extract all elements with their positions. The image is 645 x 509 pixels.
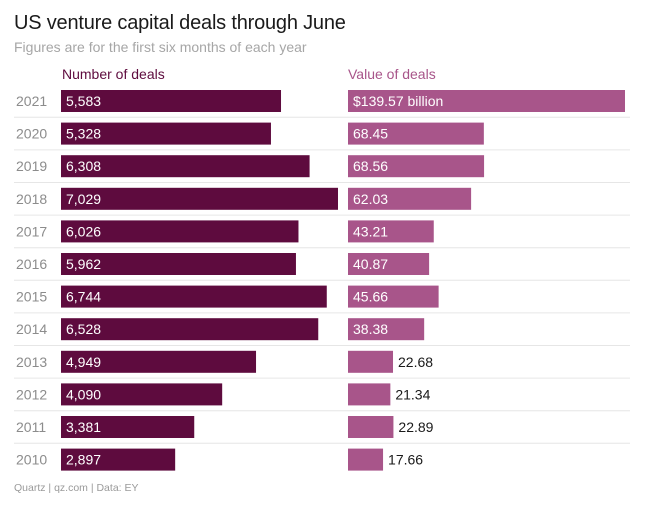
year-label: 2012 [16, 386, 47, 402]
deals-label: 6,528 [66, 321, 101, 337]
deals-label: 5,583 [66, 93, 101, 109]
value-bar [348, 187, 472, 210]
year-label: 2020 [16, 126, 47, 142]
value-label: 22.89 [398, 419, 433, 435]
value-label: $139.57 billion [353, 93, 443, 109]
value-bar [348, 253, 430, 275]
deals-label: 6,026 [66, 223, 101, 239]
deals-bar [61, 187, 338, 210]
year-label: 2013 [16, 354, 47, 370]
value-bar [348, 155, 485, 178]
year-label: 2010 [16, 452, 47, 468]
deals-label: 3,381 [66, 419, 101, 435]
deals-label: 4,090 [66, 386, 101, 402]
value-label: 38.38 [353, 321, 388, 337]
year-label: 2014 [16, 321, 47, 337]
value-label: 62.03 [353, 191, 388, 207]
deals-label: 6,744 [66, 289, 101, 305]
value-bar [348, 122, 484, 145]
value-label: 43.21 [353, 223, 388, 239]
year-label: 2021 [16, 93, 47, 109]
value-bar [348, 350, 394, 373]
deals-label: 7,029 [66, 191, 101, 207]
value-bar [348, 90, 625, 112]
deals-bar [61, 90, 282, 112]
chart-subtitle: Figures are for the first six months of … [14, 39, 307, 55]
deals-label: 5,328 [66, 126, 101, 142]
value-bar [348, 416, 394, 438]
year-label: 2018 [16, 191, 47, 207]
value-series-header: Value of deals [348, 66, 436, 82]
deals-bar [61, 318, 319, 341]
deals-bar [61, 416, 195, 438]
value-bar [348, 220, 434, 243]
year-label: 2015 [16, 289, 47, 305]
year-label: 2017 [16, 223, 47, 239]
source-note: Quartz | qz.com | Data: EY [14, 482, 139, 494]
deals-bar [61, 220, 299, 243]
chart-title: US venture capital deals through June [14, 12, 346, 34]
deals-bar [61, 285, 327, 308]
deals-bar [61, 253, 296, 275]
value-bar [348, 318, 425, 341]
value-label: 45.66 [353, 289, 388, 305]
value-bar [348, 448, 384, 471]
year-label: 2011 [16, 419, 46, 435]
deals-label: 6,308 [66, 158, 101, 174]
value-label: 40.87 [353, 256, 388, 272]
value-bar [348, 285, 439, 308]
value-label: 17.66 [388, 452, 423, 468]
deals-label: 2,897 [66, 452, 101, 468]
deals-bar [61, 155, 310, 178]
deals-bar [61, 122, 271, 145]
deals-bar [61, 383, 223, 406]
year-label: 2019 [16, 158, 47, 174]
deals-label: 4,949 [66, 354, 101, 370]
value-bar [348, 383, 391, 406]
value-label: 68.45 [353, 126, 388, 142]
deals-bar [61, 350, 257, 373]
year-label: 2016 [16, 256, 47, 272]
value-label: 21.34 [395, 386, 430, 402]
value-label: 68.56 [353, 158, 388, 174]
deals-series-header: Number of deals [62, 66, 165, 82]
deals-bar [61, 448, 176, 471]
deals-label: 5,962 [66, 256, 101, 272]
value-label: 22.68 [398, 354, 433, 370]
